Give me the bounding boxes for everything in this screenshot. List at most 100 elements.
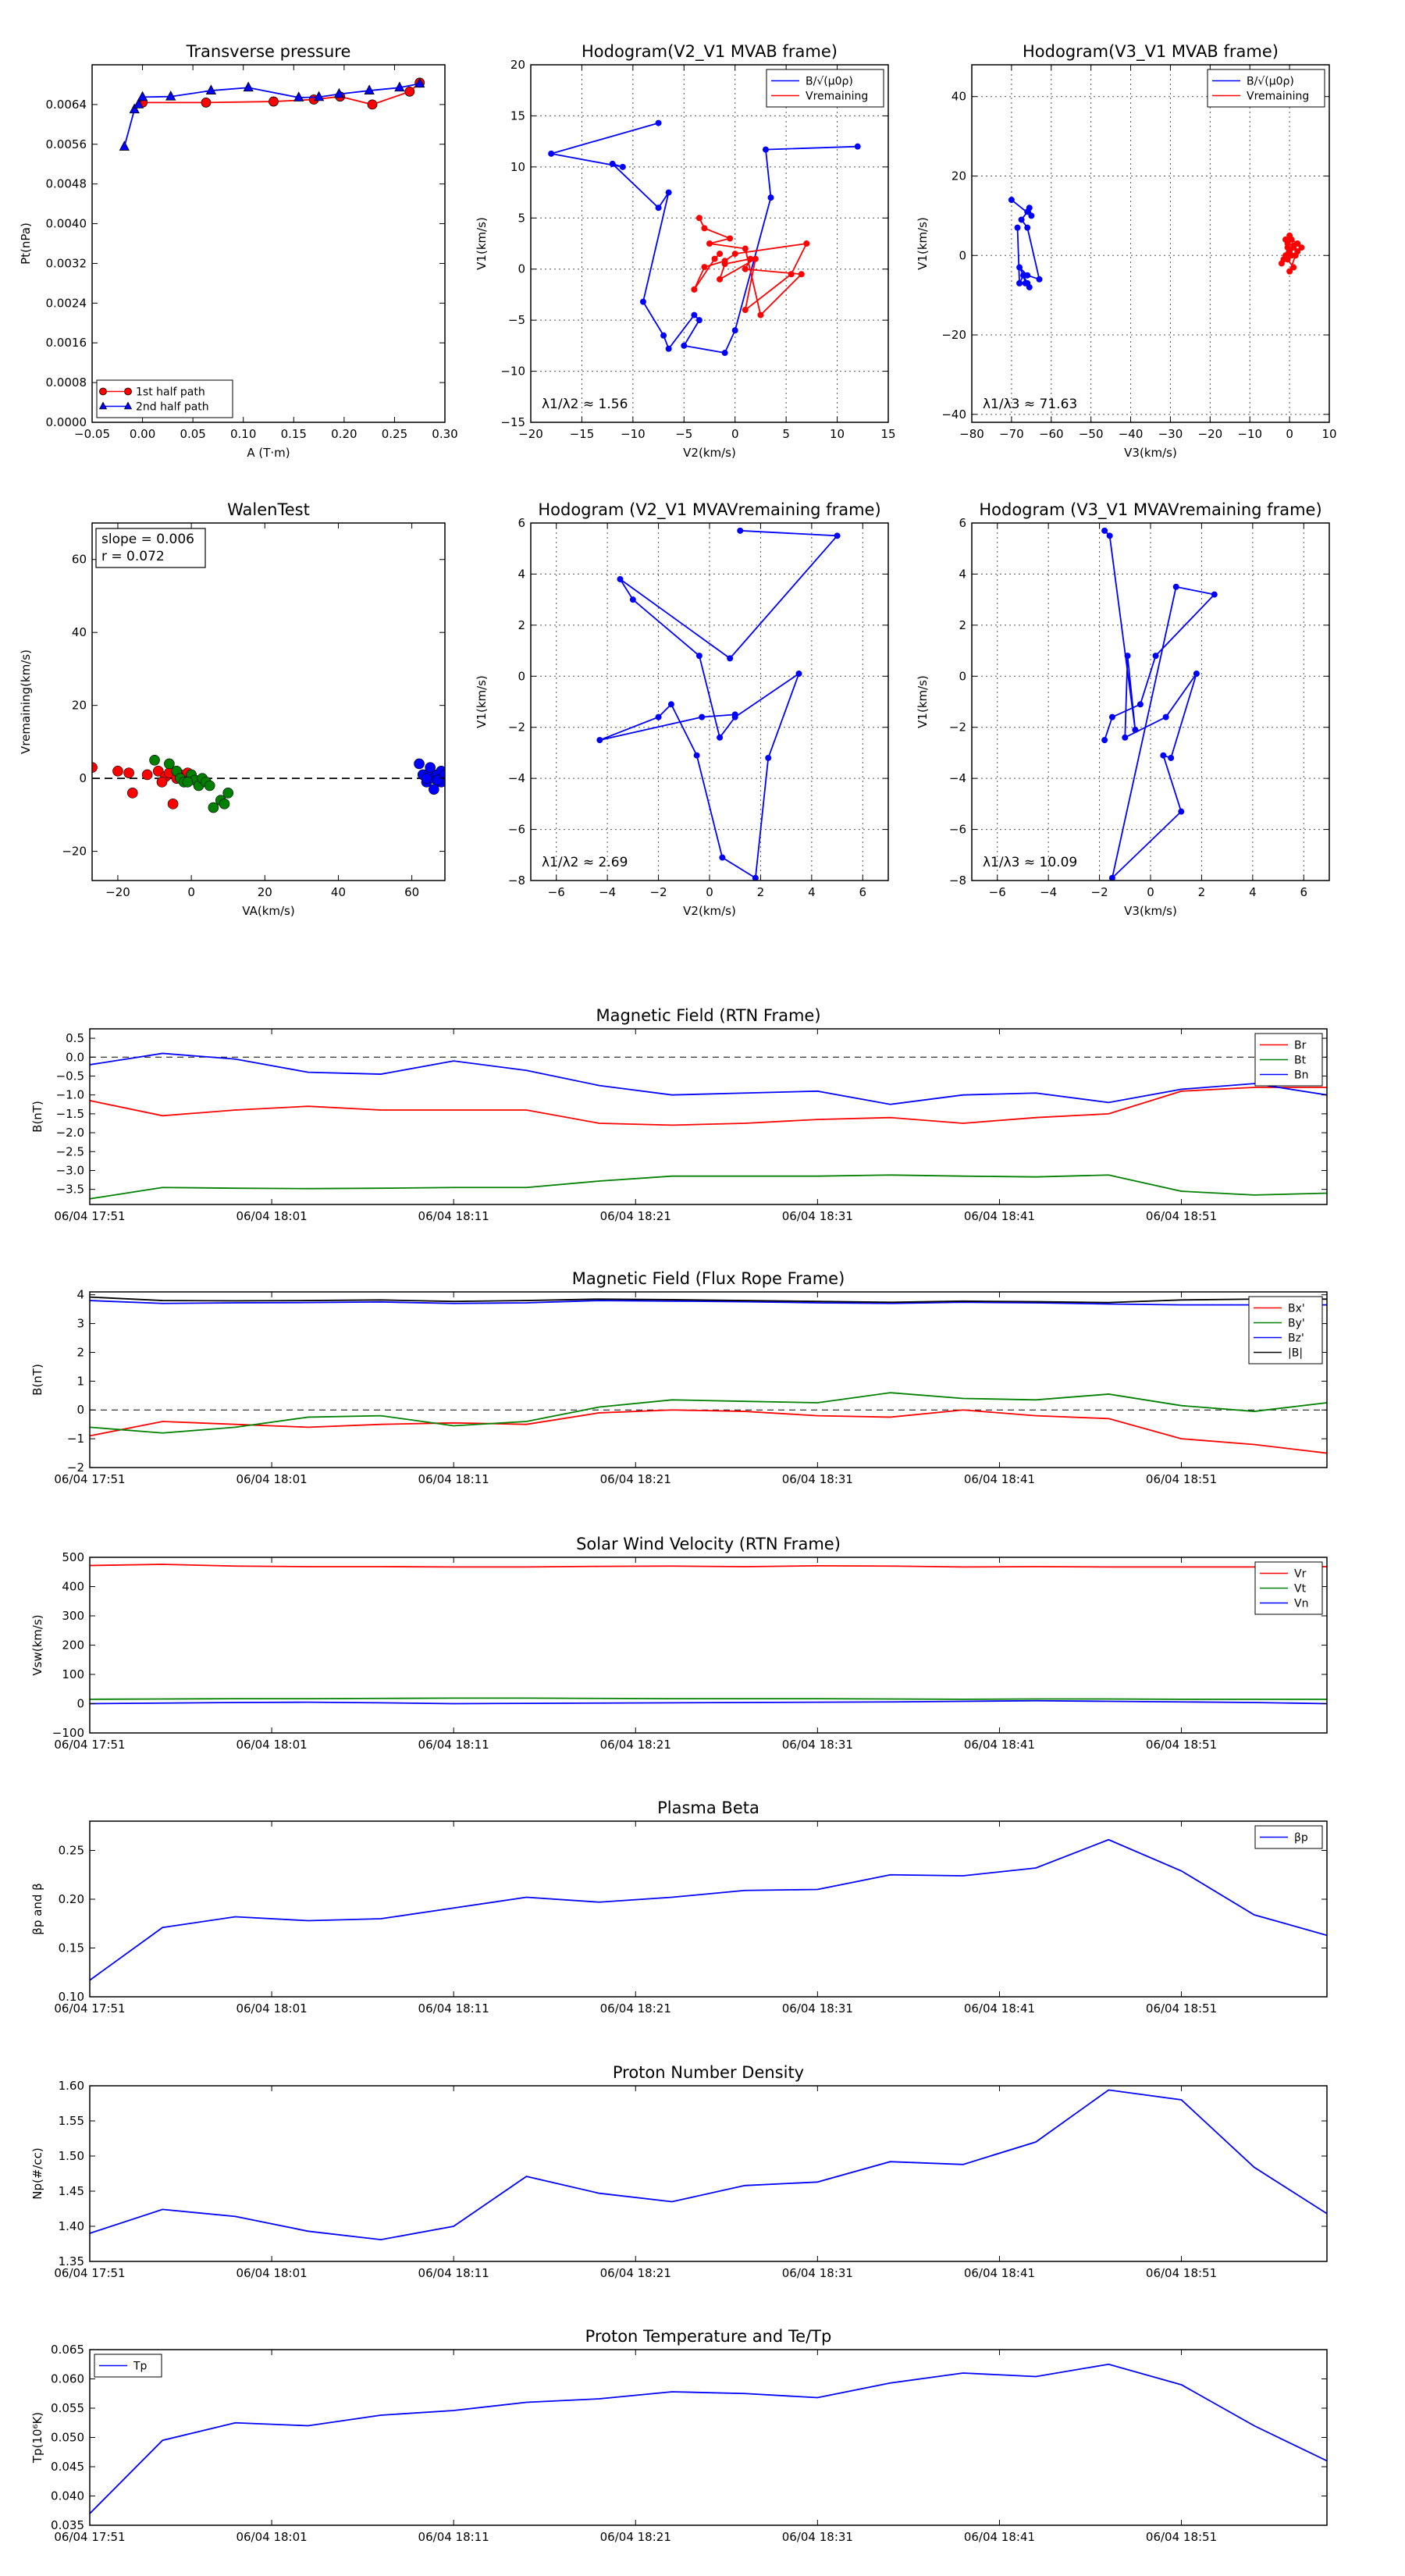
- legend-label: Bt: [1294, 1055, 1307, 1067]
- data-point: [1016, 279, 1023, 286]
- data-point: [1160, 752, 1167, 759]
- x-tick-label: −2: [1091, 885, 1108, 899]
- y-tick-label: 0.5: [66, 1031, 84, 1045]
- series-group: [90, 2363, 1327, 2514]
- data-point: [293, 91, 304, 101]
- data-point: [727, 235, 734, 242]
- legend: Vr Vt Vn: [1254, 1561, 1323, 1615]
- x-tick-label: 06/04 18:51: [1146, 2530, 1217, 2544]
- legend: B/√(μ0ρ) Vremaining: [766, 69, 884, 108]
- data-point: [667, 701, 674, 708]
- x-tick-label: 6: [859, 885, 867, 899]
- x-tick-label: −70: [999, 427, 1024, 441]
- data-point: [201, 97, 212, 108]
- x-tick-label: 4: [808, 885, 816, 899]
- data-point: [706, 240, 713, 247]
- data-point: [629, 596, 636, 603]
- plot-frame: [89, 1557, 1328, 1734]
- x-tick-label: −30: [1158, 427, 1183, 441]
- x-tick-label: 0: [706, 885, 713, 899]
- data-point: [432, 774, 443, 786]
- x-tick-label: 0.20: [331, 427, 357, 441]
- data-point: [731, 251, 738, 258]
- data-point: [1290, 264, 1297, 271]
- chart-h3: −6 −4 −2 0 2 4 6 −8 −6 −4 −2 0 2 4 6 Hodogram (V2_V1 MV…: [475, 500, 889, 918]
- x-tick-label: 06/04 18:31: [782, 2530, 853, 2544]
- y-tick-label: 1.60: [59, 2079, 84, 2093]
- data-point: [655, 205, 662, 212]
- x-tick-label: 10: [830, 427, 845, 441]
- data-point: [1018, 216, 1025, 223]
- chart-title: Magnetic Field (RTN Frame): [596, 1006, 820, 1025]
- data-point: [731, 711, 738, 718]
- x-tick-label: −10: [1237, 427, 1262, 441]
- series-group: [90, 2089, 1327, 2241]
- data-point: [721, 350, 728, 357]
- x-tick-label: −20: [518, 427, 543, 441]
- x-tick-label: 06/04 17:51: [54, 1738, 125, 1752]
- chart-title: Hodogram (V2_V1 MVAVremaining frame): [538, 500, 880, 520]
- y-tick-label: 500: [62, 1550, 84, 1564]
- x-tick-label: 06/04 18:51: [1146, 2001, 1217, 2016]
- chart-h1: −20 −15 −10 −5 0 5 10 15−15−10−505101520Hodogra…: [475, 42, 896, 460]
- legend: Bx' By' Bz' |B|: [1248, 1296, 1323, 1364]
- data-point: [1106, 532, 1113, 539]
- data-point: [156, 777, 168, 788]
- data-point: [1298, 244, 1305, 251]
- data-point: [752, 874, 759, 881]
- y-tick-label: 0: [518, 669, 525, 683]
- data-point: [222, 788, 234, 799]
- y-tick-label: 0: [76, 1697, 84, 1711]
- x-tick-label: −4: [599, 885, 616, 899]
- y-tick-label: 5: [518, 211, 525, 225]
- data-point: [1152, 653, 1159, 660]
- data-point: [1286, 268, 1293, 275]
- data-point: [1016, 264, 1023, 271]
- x-tick-label: −5: [675, 427, 692, 441]
- x-tick-label: 0: [1147, 885, 1154, 899]
- chart-h2: −80 −70 −60 −50 −40 −30 −20 −10 0 10 −40 −20 0 20 40 Ho…: [916, 42, 1337, 460]
- series-line-Bz': [90, 1300, 1327, 1306]
- y-tick-label: −4: [508, 771, 525, 785]
- data-point: [737, 527, 744, 534]
- plot-frame: [971, 64, 1330, 423]
- data-point: [660, 332, 667, 339]
- data-point: [1162, 713, 1169, 720]
- x-tick-label: 06/04 18:31: [782, 2001, 853, 2016]
- x-tick-label: 0: [1286, 427, 1293, 441]
- data-point: [414, 77, 425, 88]
- y-axis-label: V1(km/s): [916, 217, 930, 270]
- legend-label: By': [1288, 1318, 1305, 1330]
- y-tick-label: −2: [949, 720, 966, 735]
- data-point: [182, 777, 194, 788]
- data-point: [313, 91, 325, 101]
- legend-frame: [1248, 1296, 1323, 1364]
- data-point: [691, 286, 698, 293]
- data-point: [421, 773, 432, 784]
- x-tick-label: 0.00: [130, 427, 155, 441]
- y-tick-label: 0.0048: [46, 177, 87, 191]
- y-tick-label: 1.45: [59, 2184, 84, 2198]
- x-tick-label: 06/04 18:31: [782, 2266, 853, 2280]
- data-point: [149, 754, 160, 766]
- y-tick-label: 1.55: [59, 2114, 84, 2128]
- data-point: [1108, 874, 1115, 881]
- y-tick-label: −1.0: [56, 1088, 84, 1102]
- data-point: [164, 758, 175, 770]
- y-tick-label: −2: [508, 720, 525, 735]
- annotation-text: λ1/λ2 ≈ 1.56: [542, 397, 628, 412]
- x-tick-label: 06/04 18:11: [418, 2266, 489, 2280]
- data-point: [333, 87, 345, 98]
- y-axis-label: Tp(10⁶K): [30, 2412, 44, 2464]
- plot-frame: [89, 1820, 1328, 1998]
- x-tick-label: 06/04 18:11: [418, 2530, 489, 2544]
- y-tick-label: 0: [959, 248, 966, 262]
- x-tick-label: 06/04 18:41: [964, 2001, 1035, 2016]
- data-point: [1193, 671, 1200, 678]
- x-tick-label: 06/04 18:11: [418, 1738, 489, 1752]
- y-tick-label: 10: [510, 160, 525, 174]
- data-point: [1101, 527, 1108, 534]
- x-tick-label: 06/04 18:21: [600, 1472, 671, 1486]
- data-point: [1280, 256, 1287, 263]
